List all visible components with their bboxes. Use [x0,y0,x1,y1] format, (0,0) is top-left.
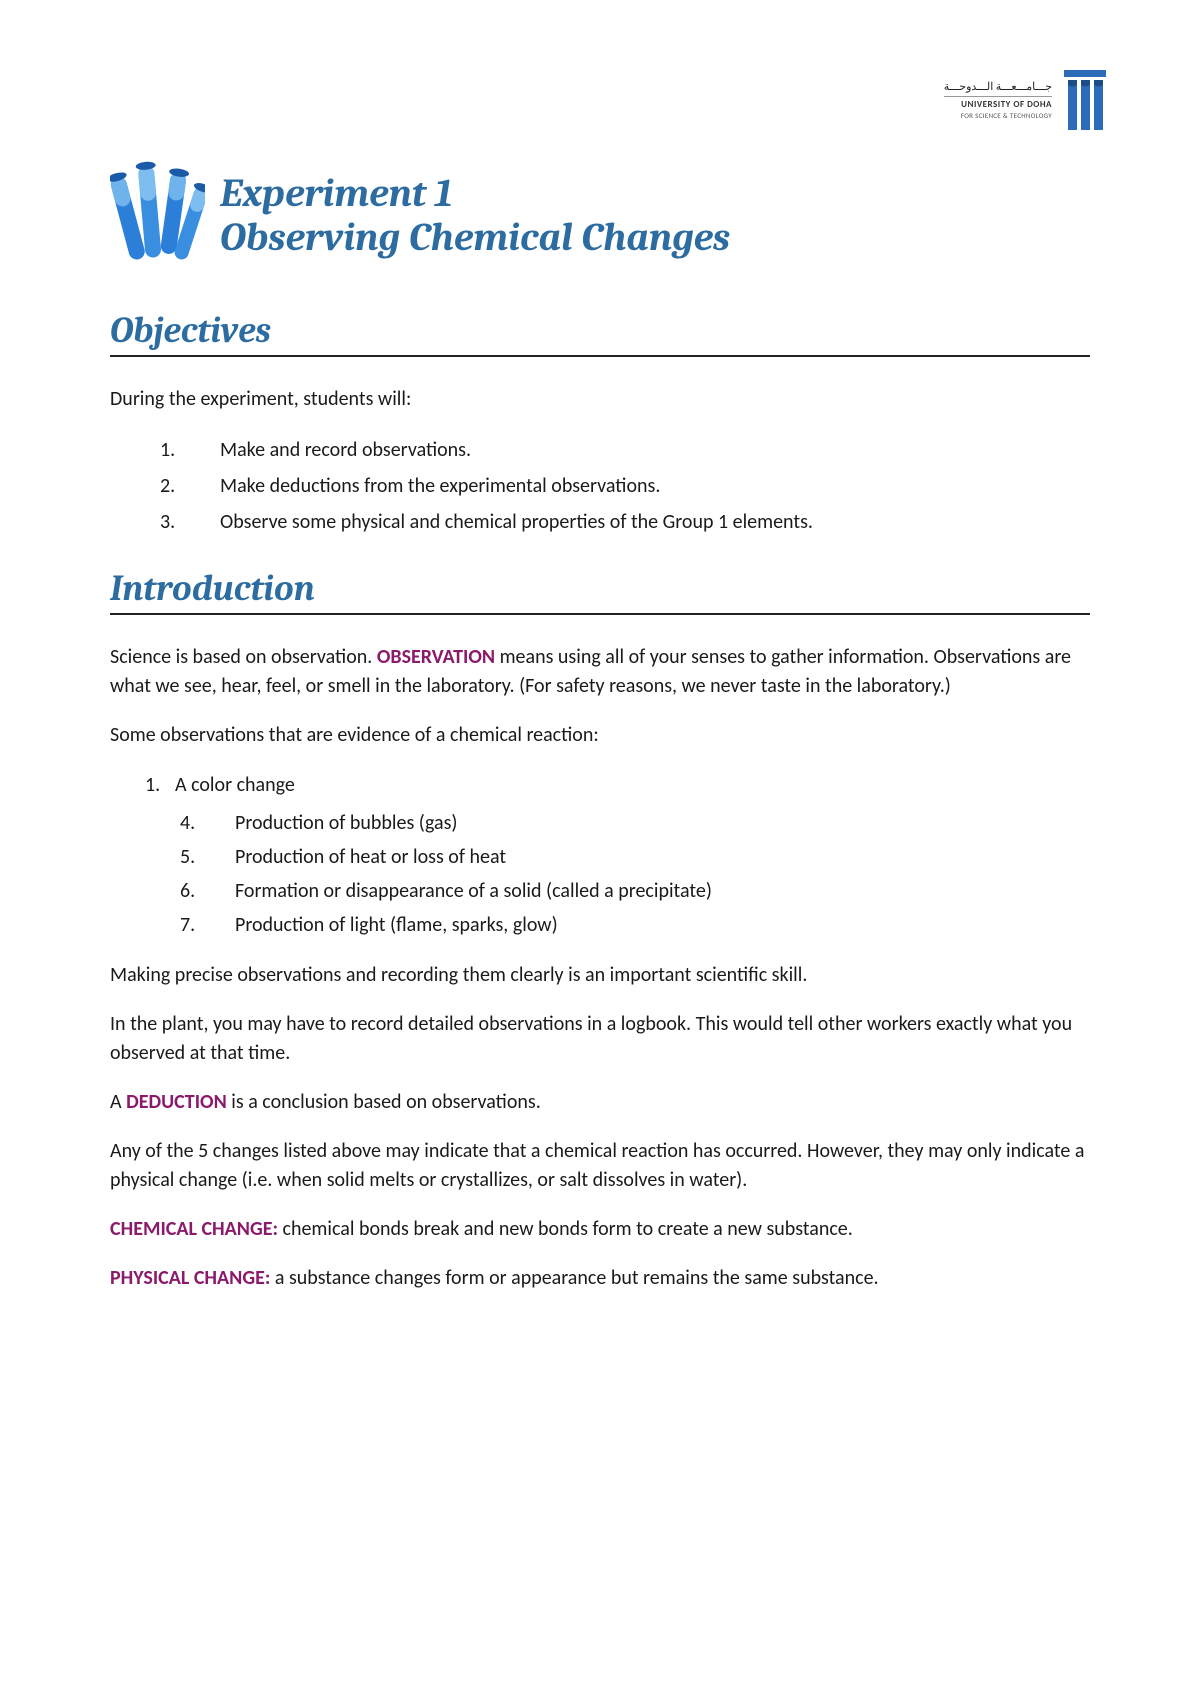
text: is a conclusion based on observations. [227,1090,541,1114]
objectives-heading: Objectives [110,310,1090,357]
item-text: Production of bubbles (gas) [235,807,457,839]
highlight-deduction: DEDUCTION [126,1090,227,1114]
item-text: Observe some physical and chemical prope… [220,506,813,538]
title-text: Experiment 1 Observing Chemical Changes [220,171,730,259]
item-number: 4. [180,807,235,839]
logo-text: جـــامـــعـــة الـــدوحـــة UNIVERSITY O… [944,80,1052,120]
list-item: 5. Production of heat or loss of heat [180,841,1090,873]
intro-p1: Science is based on observation. OBSERVA… [110,643,1090,701]
title-line-2: Observing Chemical Changes [220,215,730,259]
introduction-heading: Introduction [110,568,1090,615]
intro-p5: A DEDUCTION is a conclusion based on obs… [110,1088,1090,1117]
item-number: 3. [160,506,220,538]
item-text: Make deductions from the experimental ob… [220,470,660,502]
evidence-list: 1. A color change [145,770,1090,801]
item-number: 2. [160,470,220,502]
item-text: Production of light (flame, sparks, glow… [235,909,558,941]
text: chemical bonds break and new bonds form … [278,1217,853,1241]
logo-english: UNIVERSITY OF DOHA [944,99,1052,111]
text: A [110,1090,126,1114]
title-line-1: Experiment 1 [220,171,730,215]
item-text: Formation or disappearance of a solid (c… [235,875,712,907]
logo-divider [944,96,1052,97]
list-item: 1. A color change [145,770,1090,801]
intro-p6: Any of the 5 changes listed above may in… [110,1137,1090,1195]
test-tubes-icon [110,160,205,270]
intro-p2: Some observations that are evidence of a… [110,721,1090,750]
university-logo: جـــامـــعـــة الـــدوحـــة UNIVERSITY O… [944,70,1110,130]
intro-p8: PHYSICAL CHANGE: a substance changes for… [110,1264,1090,1293]
pillar-icon [1060,70,1110,130]
list-item: 7. Production of light (flame, sparks, g… [180,909,1090,941]
page-content: Experiment 1 Observing Chemical Changes … [0,0,1200,1373]
list-item: 4. Production of bubbles (gas) [180,807,1090,839]
item-text: A color change [175,770,295,801]
item-number: 1. [145,770,175,801]
objectives-list: 1. Make and record observations. 2. Make… [160,434,1090,538]
objectives-intro: During the experiment, students will: [110,385,1090,414]
list-item: 3. Observe some physical and chemical pr… [160,506,1090,538]
list-item: 2. Make deductions from the experimental… [160,470,1090,502]
highlight-chemical-change: CHEMICAL CHANGE: [110,1217,278,1241]
list-item: 1. Make and record observations. [160,434,1090,466]
intro-p7: CHEMICAL CHANGE: chemical bonds break an… [110,1215,1090,1244]
item-text: Make and record observations. [220,434,471,466]
item-number: 7. [180,909,235,941]
text: a substance changes form or appearance b… [270,1266,878,1290]
item-number: 1. [160,434,220,466]
highlight-observation: OBSERVATION [377,645,495,669]
item-number: 6. [180,875,235,907]
item-text: Production of heat or loss of heat [235,841,506,873]
logo-sub: FOR SCIENCE & TECHNOLOGY [944,111,1052,120]
intro-p4: In the plant, you may have to record det… [110,1010,1090,1068]
title-block: Experiment 1 Observing Chemical Changes [110,160,1090,270]
evidence-sublist: 4. Production of bubbles (gas) 5. Produc… [180,807,1090,941]
list-item: 6. Formation or disappearance of a solid… [180,875,1090,907]
text: Science is based on observation. [110,645,377,669]
logo-arabic: جـــامـــعـــة الـــدوحـــة [944,80,1052,94]
intro-p3: Making precise observations and recordin… [110,961,1090,990]
item-number: 5. [180,841,235,873]
highlight-physical-change: PHYSICAL CHANGE: [110,1266,270,1290]
